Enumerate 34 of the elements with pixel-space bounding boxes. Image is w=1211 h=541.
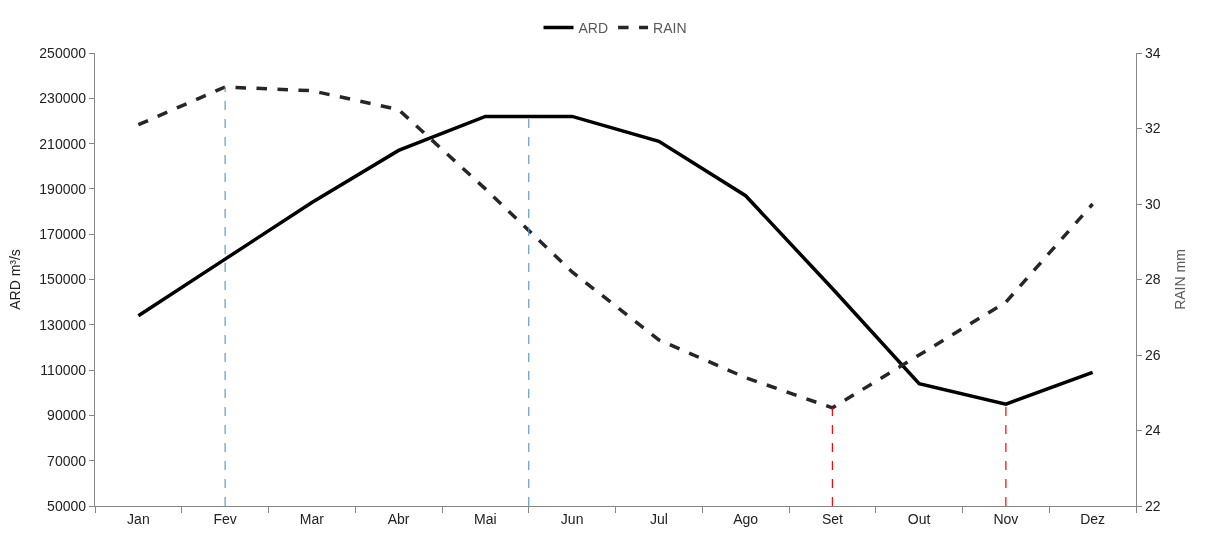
y2-axis-title: RAIN mm [1172,249,1189,310]
y-tick-label: 210000 [39,135,87,152]
y-tick-label: 130000 [39,316,87,333]
y-tick-label: 170000 [39,226,87,243]
x-tick-label: Jan [127,510,150,527]
y2-tick-label: 32 [1144,120,1161,137]
x-tick-label: Jun [560,510,584,527]
y-tick-label: 250000 [39,44,87,61]
x-tick-label: Mar [299,510,325,527]
x-tick-label: Set [821,510,843,527]
y-tick-label: 70000 [47,452,87,469]
y2-tick-label: 26 [1144,346,1161,363]
legend-label: RAIN [653,20,687,36]
y2-tick-label: 24 [1144,422,1161,439]
y-tick-label: 110000 [40,362,87,378]
x-tick-label: Jul [649,510,668,527]
x-tick-label: Abr [387,510,410,527]
y2-tick-label: 22 [1144,497,1161,514]
y-tick-label: 50000 [47,497,87,514]
x-tick-label: Mai [474,510,497,527]
x-tick-label: Nov [993,510,1019,527]
y2-tick-label: 34 [1144,44,1161,61]
x-tick-label: Ago [733,510,759,527]
y-tick-label: 150000 [39,271,87,288]
y-axis-title: ARD m³/s [6,249,23,310]
x-tick-label: Out [907,510,931,527]
y2-tick-label: 30 [1144,195,1161,212]
x-tick-label: Fev [213,510,237,527]
legend-label: ARD [578,20,609,36]
y-tick-label: 190000 [39,180,87,197]
y2-tick-label: 28 [1144,271,1161,288]
y-tick-label: 230000 [39,90,87,107]
x-tick-label: Dez [1080,510,1106,527]
y-tick-label: 90000 [47,407,87,424]
